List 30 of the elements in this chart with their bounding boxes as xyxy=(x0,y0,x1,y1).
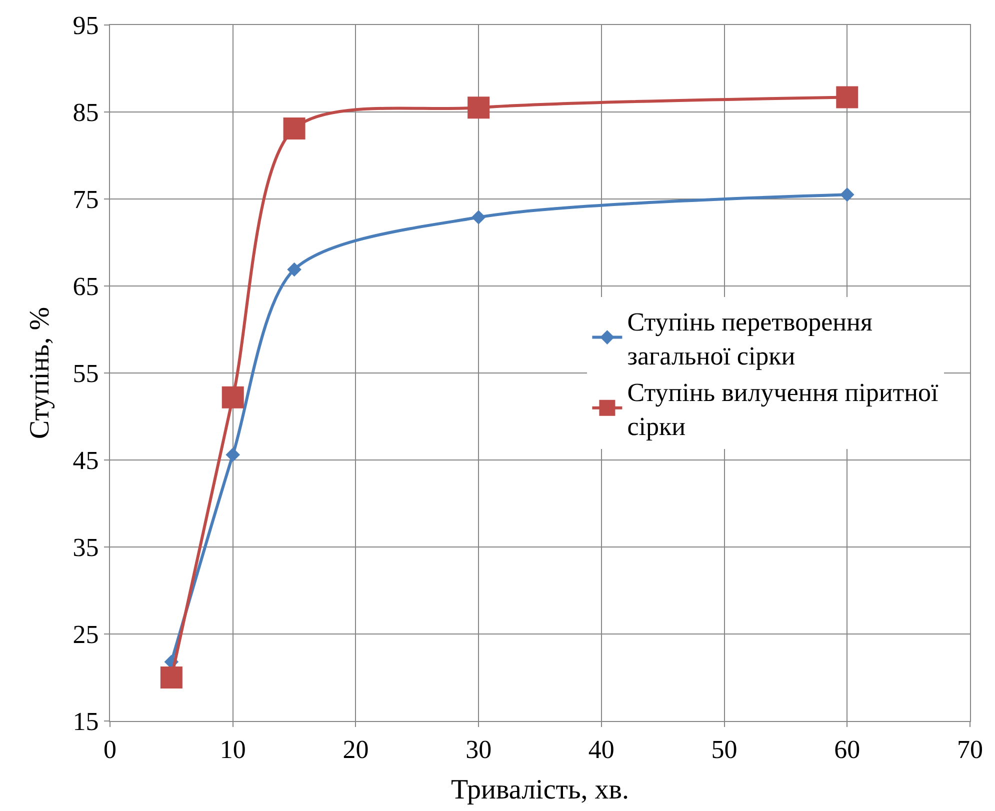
y-tick-label: 55 xyxy=(72,359,99,388)
y-tick-label: 25 xyxy=(72,620,99,650)
point xyxy=(840,188,854,202)
point xyxy=(283,118,306,140)
y-tick-label: 85 xyxy=(72,98,99,128)
x-tick-label: 20 xyxy=(342,735,369,764)
point xyxy=(836,86,858,108)
y-axis-title: Ступінь, % xyxy=(24,306,56,440)
point xyxy=(226,448,240,462)
y-tick-label: 75 xyxy=(72,185,99,214)
x-tick-label: 0 xyxy=(104,735,116,764)
x-tick-label: 70 xyxy=(957,735,983,764)
x-tick-label: 10 xyxy=(220,735,246,764)
legend-label: Ступінь перетворення загальної сірки xyxy=(627,308,872,370)
y-tick-label: 35 xyxy=(72,533,99,562)
point xyxy=(468,96,490,119)
y-tick-label: 15 xyxy=(72,707,99,736)
x-tick-label: 30 xyxy=(466,735,492,764)
y-tick-label: 45 xyxy=(72,446,99,476)
x-tick-label: 60 xyxy=(834,735,860,764)
y-tick-label: 95 xyxy=(72,11,99,40)
point xyxy=(160,666,182,688)
point xyxy=(471,210,486,224)
point xyxy=(287,262,302,277)
legend-label: Ступінь вилучення піритної сірки xyxy=(627,378,940,441)
point xyxy=(222,386,244,408)
x-tick-label: 50 xyxy=(711,735,738,764)
x-axis-title: Тривалість, хв. xyxy=(451,774,629,806)
y-tick-label: 65 xyxy=(72,272,99,302)
x-tick-label: 40 xyxy=(588,735,614,764)
